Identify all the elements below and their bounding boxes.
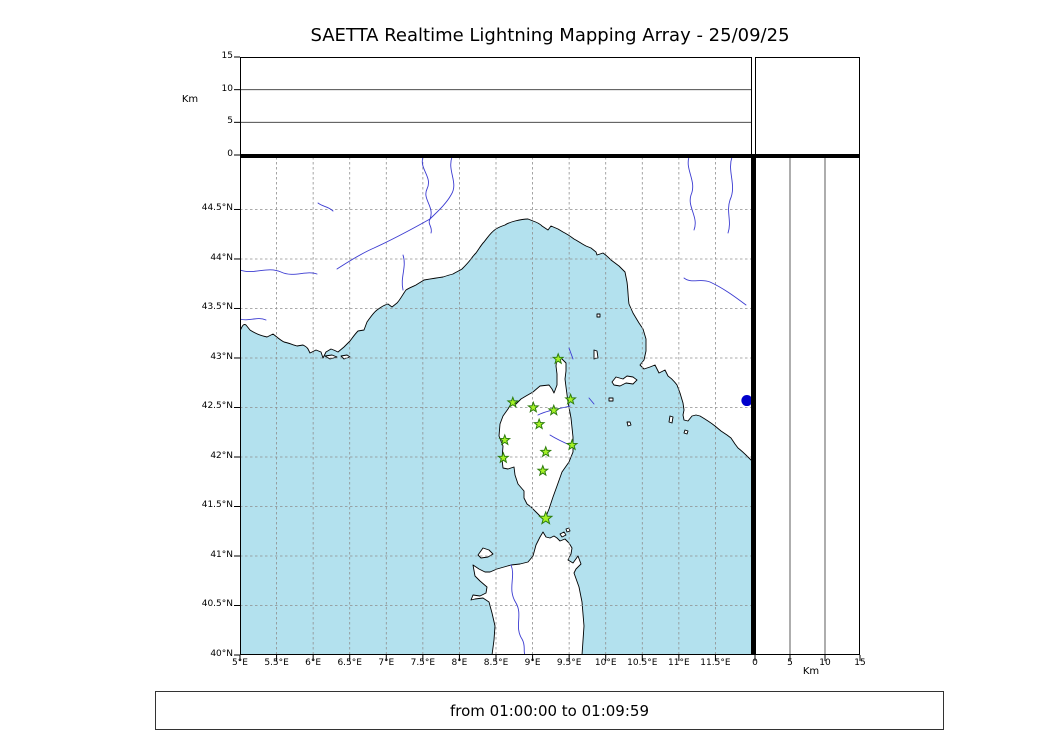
- altitude-tick-label: 0: [752, 658, 758, 668]
- map-panel: [240, 157, 752, 655]
- altitude-tick-label: 10: [819, 658, 831, 668]
- station-star: [536, 464, 550, 477]
- altitude-latitude-plot: [755, 157, 860, 655]
- lon-tick-label: 5.5°E: [264, 658, 289, 668]
- altitude-tick-label: 10: [221, 83, 233, 94]
- river: [240, 269, 318, 275]
- station-star: [497, 451, 510, 464]
- lat-tick-label: 42°N: [210, 450, 233, 461]
- river: [428, 218, 432, 234]
- station-star: [527, 400, 540, 413]
- coastlines: [240, 157, 752, 655]
- lon-tick-label: 8.5°E: [483, 658, 509, 668]
- altitude-longitude-plot: [240, 57, 752, 155]
- island-sardinia: [470, 531, 585, 655]
- altitude-tick-label: 0: [227, 149, 233, 159]
- time-range-text: from 01:00:00 to 01:09:59: [449, 701, 649, 720]
- island-elba: [611, 375, 638, 387]
- station-star: [539, 445, 553, 458]
- lon-tick-label: 8°E: [451, 658, 468, 668]
- corner-plot: [755, 57, 860, 155]
- lon-tick-label: 9.5°E: [556, 658, 582, 668]
- station-star: [498, 433, 512, 446]
- island-asinara: [477, 547, 494, 559]
- lon-tick-label: 5°E: [232, 658, 248, 668]
- island-gorgona: [596, 313, 601, 318]
- island-porquerolles: [324, 354, 338, 360]
- river: [727, 157, 734, 234]
- blue-station-dot: [741, 395, 752, 407]
- lon-tick-label: 6°E: [305, 658, 322, 668]
- lon-tick-label: 10.5°E: [627, 658, 658, 668]
- station-markers: [497, 352, 579, 525]
- map-top-divider: [240, 154, 860, 157]
- corner-panel: [755, 57, 860, 155]
- station-star: [565, 438, 579, 451]
- altitude-latitude-panel: [755, 157, 860, 655]
- river: [683, 277, 747, 306]
- figure-title: SAETTA Realtime Lightning Mapping Array …: [310, 25, 790, 46]
- lon-tick-label: 7.5°E: [410, 658, 436, 668]
- map-right-divider: [751, 157, 755, 655]
- lat-tick-label: 41.5°N: [201, 500, 233, 511]
- islet-line: [588, 397, 595, 405]
- lat-tick-label: 44°N: [210, 252, 233, 263]
- river: [240, 318, 267, 321]
- lon-tick-label: 6.5°E: [337, 658, 362, 668]
- station-star: [532, 417, 546, 430]
- river: [421, 157, 432, 220]
- river: [401, 254, 405, 291]
- station-star: [547, 403, 561, 416]
- station-star: [506, 395, 520, 408]
- river: [429, 157, 455, 220]
- lat-tick-label: 43.5°N: [201, 302, 233, 313]
- lat-tick-label: 40.5°N: [201, 599, 233, 610]
- islet-line: [568, 347, 574, 360]
- island-corsica: [498, 356, 574, 520]
- lon-tick-label: 11.5°E: [700, 658, 731, 668]
- lon-tick-label: 10°E: [594, 658, 617, 668]
- grid-lines: [240, 157, 752, 655]
- altitude-axis-unit-right: Km: [802, 666, 820, 677]
- island-montecristo: [626, 421, 632, 427]
- island-capraia: [593, 349, 599, 360]
- altitude-longitude-panel: [240, 57, 752, 155]
- map-plot: [240, 157, 752, 655]
- altitude-tick-label: 15: [854, 658, 866, 668]
- altitude-tick-label: 15: [221, 51, 233, 61]
- island-pianosa: [608, 397, 614, 402]
- river: [687, 157, 696, 231]
- lat-tick-label: 41°N: [210, 549, 233, 560]
- lat-tick-label: 44.5°N: [201, 203, 233, 214]
- station-star: [538, 510, 554, 525]
- time-range-box: from 01:00:00 to 01:09:59: [155, 691, 944, 730]
- altitude-tick-label: 5: [787, 658, 793, 668]
- detection-marker: [741, 395, 752, 407]
- lat-tick-label: 40°N: [210, 649, 233, 659]
- lat-tick-label: 43°N: [210, 351, 233, 362]
- lon-tick-label: 11°E: [668, 658, 690, 668]
- coastline-mainland: [240, 157, 752, 462]
- island-giannutri: [683, 429, 689, 435]
- island-maddalena-1: [559, 531, 567, 538]
- altitude-axis-unit-top: Km: [181, 94, 199, 105]
- lat-tick-label: 42.5°N: [201, 401, 233, 412]
- station-star: [564, 392, 577, 405]
- station-star: [551, 352, 565, 365]
- river: [336, 218, 431, 270]
- lon-tick-label: 7°E: [378, 658, 395, 668]
- river: [317, 202, 334, 212]
- altitude-tick-label: 5: [227, 116, 233, 127]
- island-giglio: [668, 415, 674, 424]
- lon-tick-label: 9°E: [524, 658, 541, 668]
- river: [510, 564, 526, 655]
